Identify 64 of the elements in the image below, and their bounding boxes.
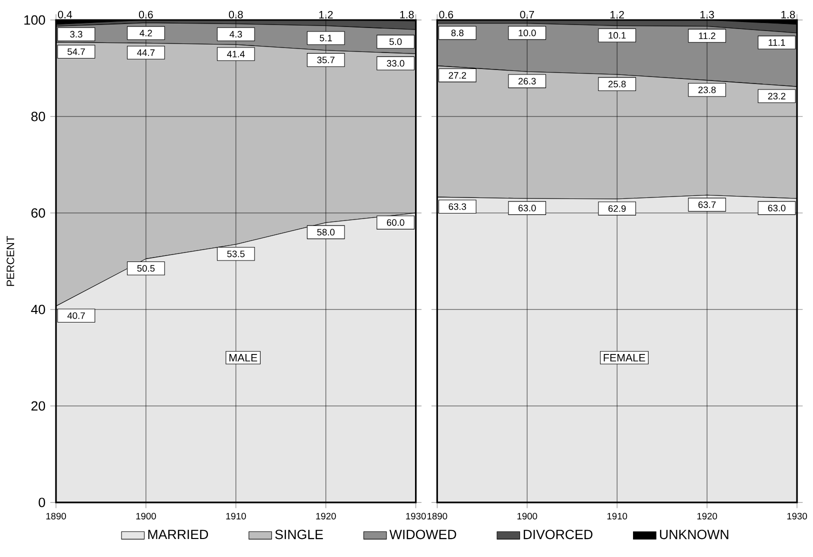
data-label: 53.5 (227, 250, 245, 258)
x-tick-label: 1890 (46, 512, 66, 520)
x-tick-label: 1900 (136, 512, 156, 520)
data-label: 58.0 (317, 228, 335, 236)
data-label: 1.8 (400, 10, 414, 18)
data-label: 1.2 (610, 10, 624, 18)
y-tick-label: 20 (31, 401, 46, 411)
y-tick-label: 0 (38, 498, 46, 508)
legend-label: MARRIED (148, 530, 208, 539)
x-tick-label: 1920 (316, 512, 336, 520)
x-tick-label: 1910 (226, 512, 246, 520)
legend-label: DIVORCED (524, 530, 592, 540)
x-tick-label: 1890 (427, 512, 448, 520)
y-tick-label: 80 (31, 112, 46, 122)
data-label: 5.0 (389, 38, 402, 45)
x-tick-label: 1930 (406, 512, 426, 520)
data-label: 23.2 (768, 92, 786, 100)
x-tick-label: 1920 (697, 512, 718, 520)
legend-label: SINGLE (275, 530, 323, 540)
data-label: 33.0 (386, 60, 404, 67)
legend-label: WIDOWED (389, 530, 456, 540)
data-label: 0.6 (138, 10, 153, 18)
x-tick-label: 1900 (517, 512, 538, 520)
annotation: FEMALE (604, 354, 646, 362)
data-label: 11.2 (699, 32, 716, 39)
data-label: 25.8 (608, 80, 626, 88)
data-label: 63.0 (768, 204, 786, 212)
data-label: 35.7 (317, 56, 334, 64)
data-label: 0.4 (58, 10, 72, 18)
data-label: 4.3 (230, 30, 242, 38)
data-label: 44.7 (137, 49, 155, 56)
data-label: 23.8 (698, 86, 716, 94)
data-label: 50.5 (137, 265, 155, 272)
legend-label: UNKNOWN (660, 530, 728, 540)
data-label: 10.1 (608, 32, 626, 39)
data-label: 54.7 (68, 48, 85, 55)
data-label: 3.3 (70, 30, 82, 38)
data-label: 5.1 (320, 34, 332, 42)
data-label: 0.8 (228, 10, 243, 18)
x-tick-label: 1910 (607, 512, 628, 520)
y-tick-label: 100 (24, 15, 46, 25)
data-label: 27.2 (448, 72, 466, 79)
data-label: 8.8 (451, 30, 464, 36)
data-label: 60.0 (386, 219, 404, 226)
data-label: 41.4 (227, 50, 245, 58)
data-label: 1.2 (319, 10, 333, 18)
data-label: 63.3 (448, 203, 466, 210)
data-label: 40.7 (67, 312, 85, 319)
data-label: 63.0 (518, 204, 536, 212)
y-tick-label: 60 (31, 208, 46, 218)
data-label: 63.7 (698, 201, 716, 208)
data-label: 1.3 (700, 10, 714, 18)
data-label: 62.9 (608, 205, 626, 212)
x-tick-label: 1930 (787, 512, 808, 520)
data-label: 1.8 (781, 10, 795, 18)
data-label: 26.3 (518, 78, 536, 84)
data-label: 11.1 (768, 39, 786, 46)
data-label: 0.6 (439, 10, 454, 18)
data-label: 10.0 (518, 30, 536, 36)
y-tick-label: 40 (31, 304, 46, 314)
data-label: 0.7 (520, 10, 534, 18)
y-axis-title: PERCENT (6, 236, 14, 286)
data-label: 4.2 (140, 30, 152, 36)
annotation: MALE (229, 354, 258, 362)
